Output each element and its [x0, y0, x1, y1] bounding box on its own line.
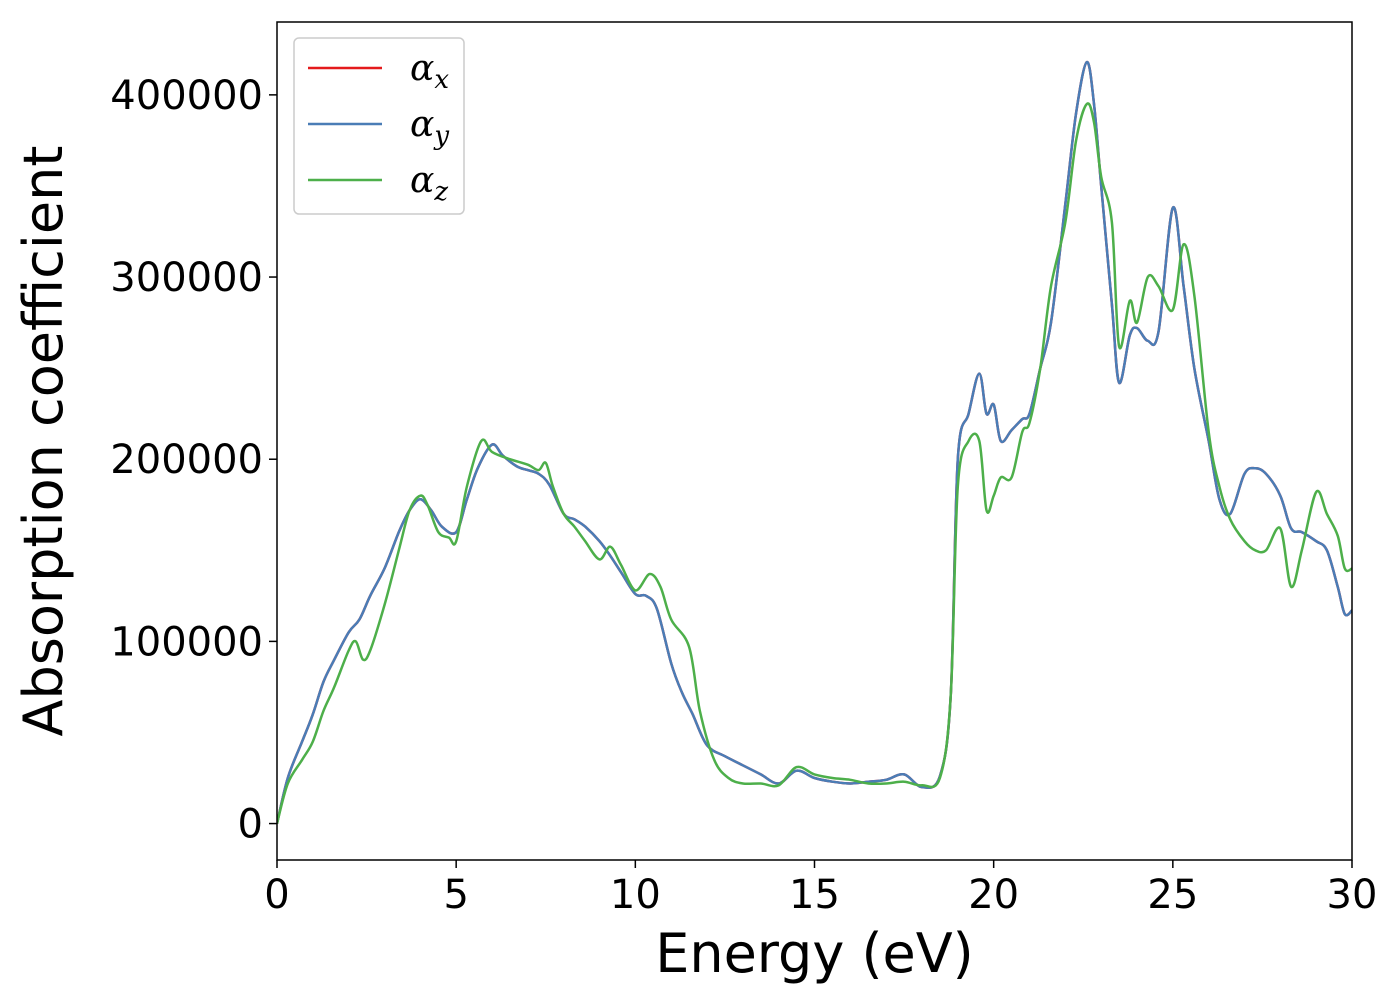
x-axis-label: Energy (eV)	[655, 922, 974, 985]
y-axis-label: Absorption coefficient	[12, 146, 75, 737]
y-tick-label: 200000	[110, 437, 263, 483]
series-line-z	[277, 102, 1352, 824]
y-tick-label: 400000	[110, 73, 263, 119]
series-lines	[277, 60, 1352, 824]
x-tick-label: 25	[1147, 872, 1198, 918]
legend-label-x: αx	[410, 48, 449, 95]
y-axis-ticks: 0 100000 200000 300000 400000	[110, 73, 277, 848]
y-tick-label: 0	[238, 802, 263, 848]
x-axis-ticks: 0 5 10 15 20 25 30	[264, 860, 1377, 918]
x-tick-label: 20	[968, 872, 1019, 918]
y-tick-label: 300000	[110, 255, 263, 301]
x-tick-label: 0	[264, 872, 289, 918]
x-tick-label: 15	[789, 872, 840, 918]
legend-box	[293, 37, 465, 215]
x-tick-label: 10	[610, 872, 661, 918]
x-tick-label: 30	[1327, 872, 1378, 918]
x-tick-label: 5	[443, 872, 468, 918]
y-tick-label: 100000	[110, 619, 263, 665]
